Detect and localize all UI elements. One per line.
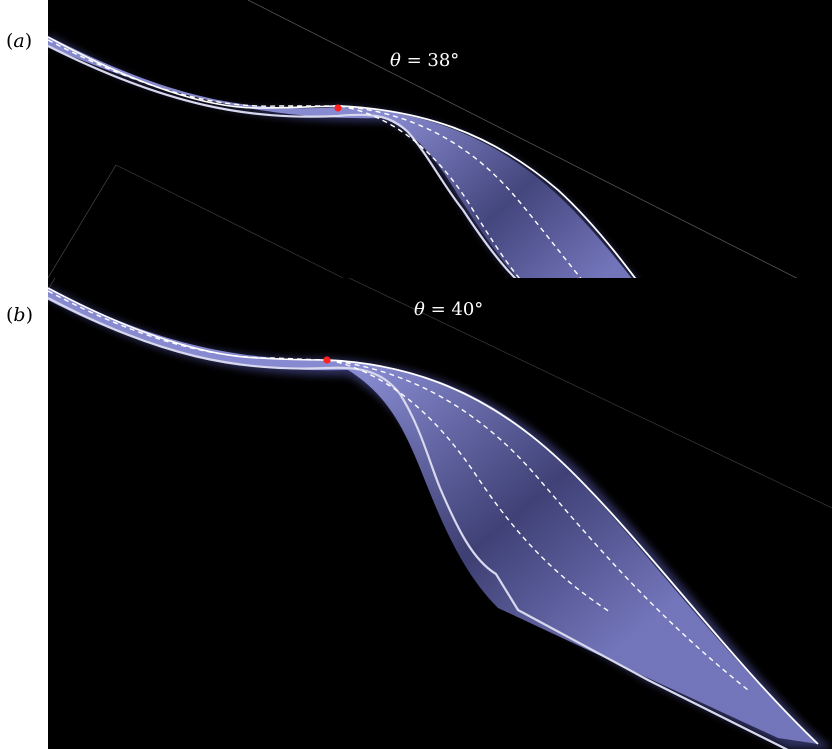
- solid-interface-top: [48, 36, 341, 109]
- angle-label-b: θ = 40°: [414, 299, 484, 320]
- liquid-film: [48, 288, 818, 744]
- contact-point-marker: [334, 104, 342, 112]
- film-lower-edge: [48, 297, 789, 749]
- contact-point-marker: [323, 356, 331, 364]
- panel-label-b: (b): [6, 304, 34, 326]
- dashed-profile-1: [327, 359, 749, 691]
- channel-wall-lower: [348, 278, 832, 509]
- frame-line: [48, 164, 117, 279]
- angle-label-a: θ = 38°: [390, 50, 460, 71]
- dashed-profile-upstream: [48, 290, 329, 361]
- solid-envelope: [327, 359, 819, 745]
- dashed-profile-2: [327, 359, 611, 613]
- film-lower-edge: [48, 45, 781, 424]
- channel-wall-upper: [247, 0, 832, 297]
- frame-line: [48, 278, 56, 291]
- panel-b-svg: [48, 278, 832, 749]
- panel-b-photo: [48, 278, 832, 749]
- dashed-profile-2: [339, 105, 557, 313]
- panel-label-a: (a): [6, 30, 33, 52]
- dashed-profile-upstream: [48, 39, 340, 107]
